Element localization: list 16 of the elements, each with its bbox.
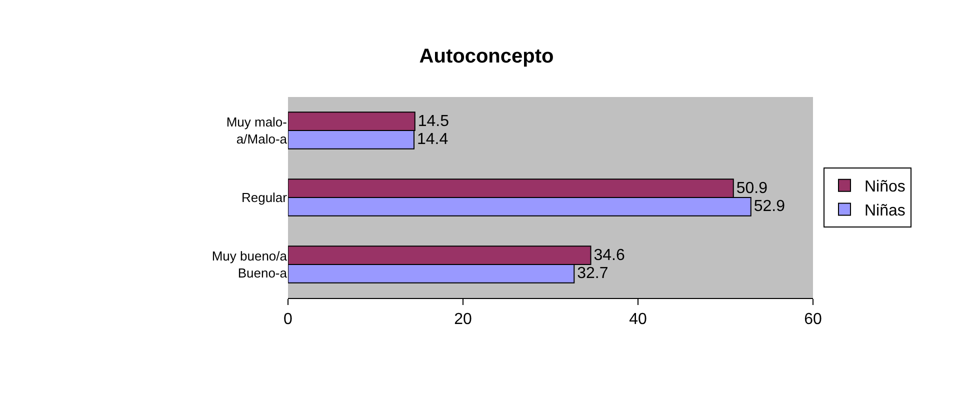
data-label: 14.4 [417,131,448,148]
x-tick-label: 40 [629,311,647,328]
data-label: 50.9 [736,180,768,197]
y-tick-label: Regular [241,190,288,206]
data-label: 32.7 [577,265,608,282]
x-tick-label: 60 [804,311,822,328]
legend-label: Niñas [864,202,906,220]
y-tick-label: Muy bueno/a Bueno-a [212,248,288,280]
data-label: 34.6 [594,246,625,264]
data-label: 14.5 [418,112,450,130]
x-tick-label: 20 [454,311,472,328]
x-tick-label: 0 [284,311,293,328]
data-label: 52.9 [754,198,786,216]
chart-title: Autoconcepto [419,45,554,68]
y-tick-label: Muy malo-a/Malo-a [226,114,288,146]
legend-label: Niños [864,178,906,196]
